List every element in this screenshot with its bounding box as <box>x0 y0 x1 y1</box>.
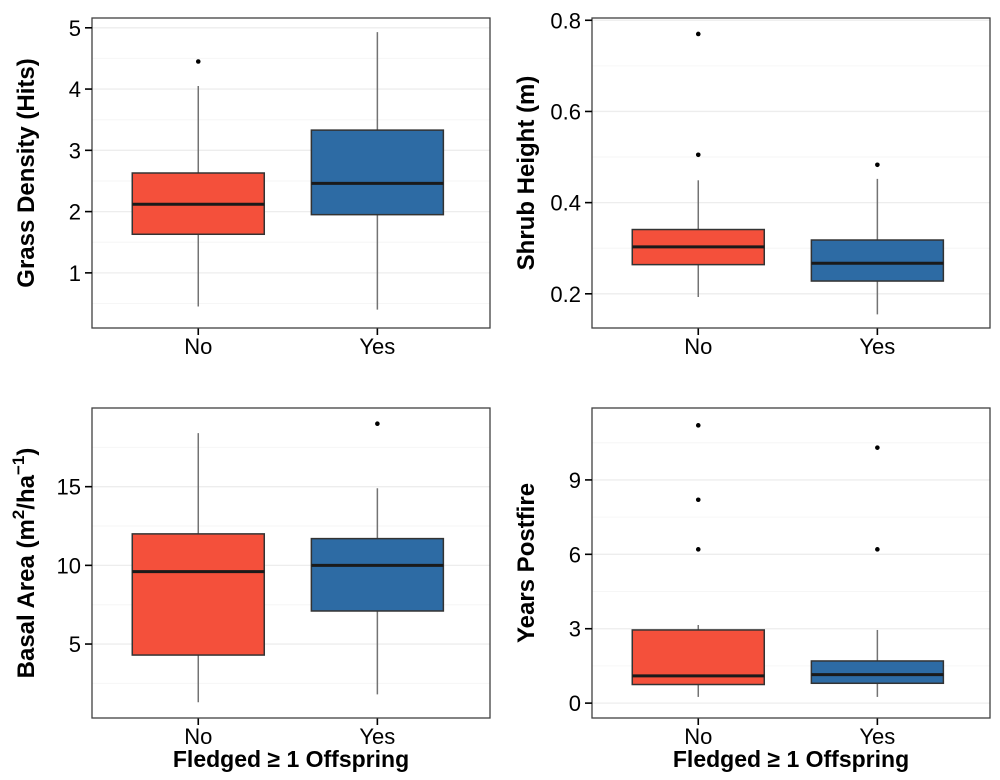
box-yes <box>810 239 945 282</box>
y-tick-label: 0 <box>569 691 581 716</box>
y-tick-label: 3 <box>69 138 81 163</box>
outlier-point-yes <box>875 445 880 450</box>
y-tick-label: 1 <box>69 261 81 286</box>
boxplot-svg-years-postfire: No Yes 0 3 6 9 Years Postfire Fledged ≥ 1 Offsp… <box>513 407 991 772</box>
box-yes <box>810 660 945 685</box>
x-category-label-no: No <box>184 724 212 749</box>
x-axis-title: Fledged ≥ 1 Offspring <box>173 746 409 772</box>
x-category-label-no: No <box>684 334 712 359</box>
panel-border <box>591 407 991 719</box>
x-category-label-yes: Yes <box>859 724 895 749</box>
outlier-point-no <box>695 31 701 37</box>
y-tick-label: 15 <box>57 475 81 500</box>
panel-border <box>591 17 991 329</box>
y-tick-label: 4 <box>69 77 81 102</box>
x-category-label-yes: Yes <box>359 334 395 359</box>
x-category-label-no: No <box>184 334 212 359</box>
outlier-point-no <box>695 423 701 428</box>
y-axis-title-grass-density: Grass Density (Hits) <box>13 58 40 287</box>
y-tick-label: 5 <box>69 632 81 657</box>
y-tick-label: 0.2 <box>550 282 581 307</box>
panel-border <box>91 407 491 719</box>
outlier-point-no <box>695 547 701 552</box>
outlier-point-no <box>695 497 701 503</box>
y-tick-label: 0.8 <box>550 8 581 33</box>
x-axis-title: Fledged ≥ 1 Offspring <box>673 746 909 772</box>
y-axis-title-shrub-height: Shrub Height (m) <box>513 76 540 271</box>
y-tick-label: 5 <box>69 16 81 41</box>
y-tick-label: 0.4 <box>550 191 581 216</box>
outlier-point-no <box>695 152 701 158</box>
box-yes <box>310 537 445 612</box>
boxplot-svg-grass-density: No Yes 1 2 3 4 5 Grass Density (Hits) <box>13 16 491 359</box>
panel-border <box>91 17 491 329</box>
outlier-point-yes <box>375 421 380 427</box>
y-tick-label: 10 <box>57 553 81 578</box>
panel-basal-area: No Yes 5 10 15 Basal Area (m2/ha−1) Fledged ≥ … <box>0 390 500 780</box>
y-tick-label: 9 <box>569 468 581 493</box>
y-tick-label: 2 <box>69 200 81 225</box>
boxplot-svg-basal-area: No Yes 5 10 15 Basal Area (m2/ha−1) Fledged ≥ … <box>9 407 491 772</box>
panel-grass-density: No Yes 1 2 3 4 5 Grass Density (Hits) <box>0 0 500 390</box>
panel-shrub-height: No Yes 0.2 0.4 0.6 0.8 Shrub Height (m) <box>500 0 1000 390</box>
outlier-point-yes <box>875 162 880 168</box>
y-axis-title-basal-area: Basal Area (m2/ha−1) <box>9 448 40 679</box>
outlier-point-no <box>195 59 201 64</box>
box-no <box>131 533 266 656</box>
y-tick-label: 6 <box>569 542 581 567</box>
x-category-label-yes: Yes <box>359 724 395 749</box>
y-axis-title-years-postfire: Years Postfire <box>513 483 540 643</box>
x-category-label-yes: Yes <box>859 334 895 359</box>
panel-years-postfire: No Yes 0 3 6 9 Years Postfire Fledged ≥ 1 Offsp… <box>500 390 1000 780</box>
y-tick-label: 0.6 <box>550 99 581 124</box>
y-tick-label: 3 <box>569 617 581 642</box>
box-yes <box>310 129 445 216</box>
x-category-label-no: No <box>684 724 712 749</box>
boxplot-svg-shrub-height: No Yes 0.2 0.4 0.6 0.8 Shrub Height (m) <box>513 8 991 359</box>
outlier-point-yes <box>875 547 880 552</box>
